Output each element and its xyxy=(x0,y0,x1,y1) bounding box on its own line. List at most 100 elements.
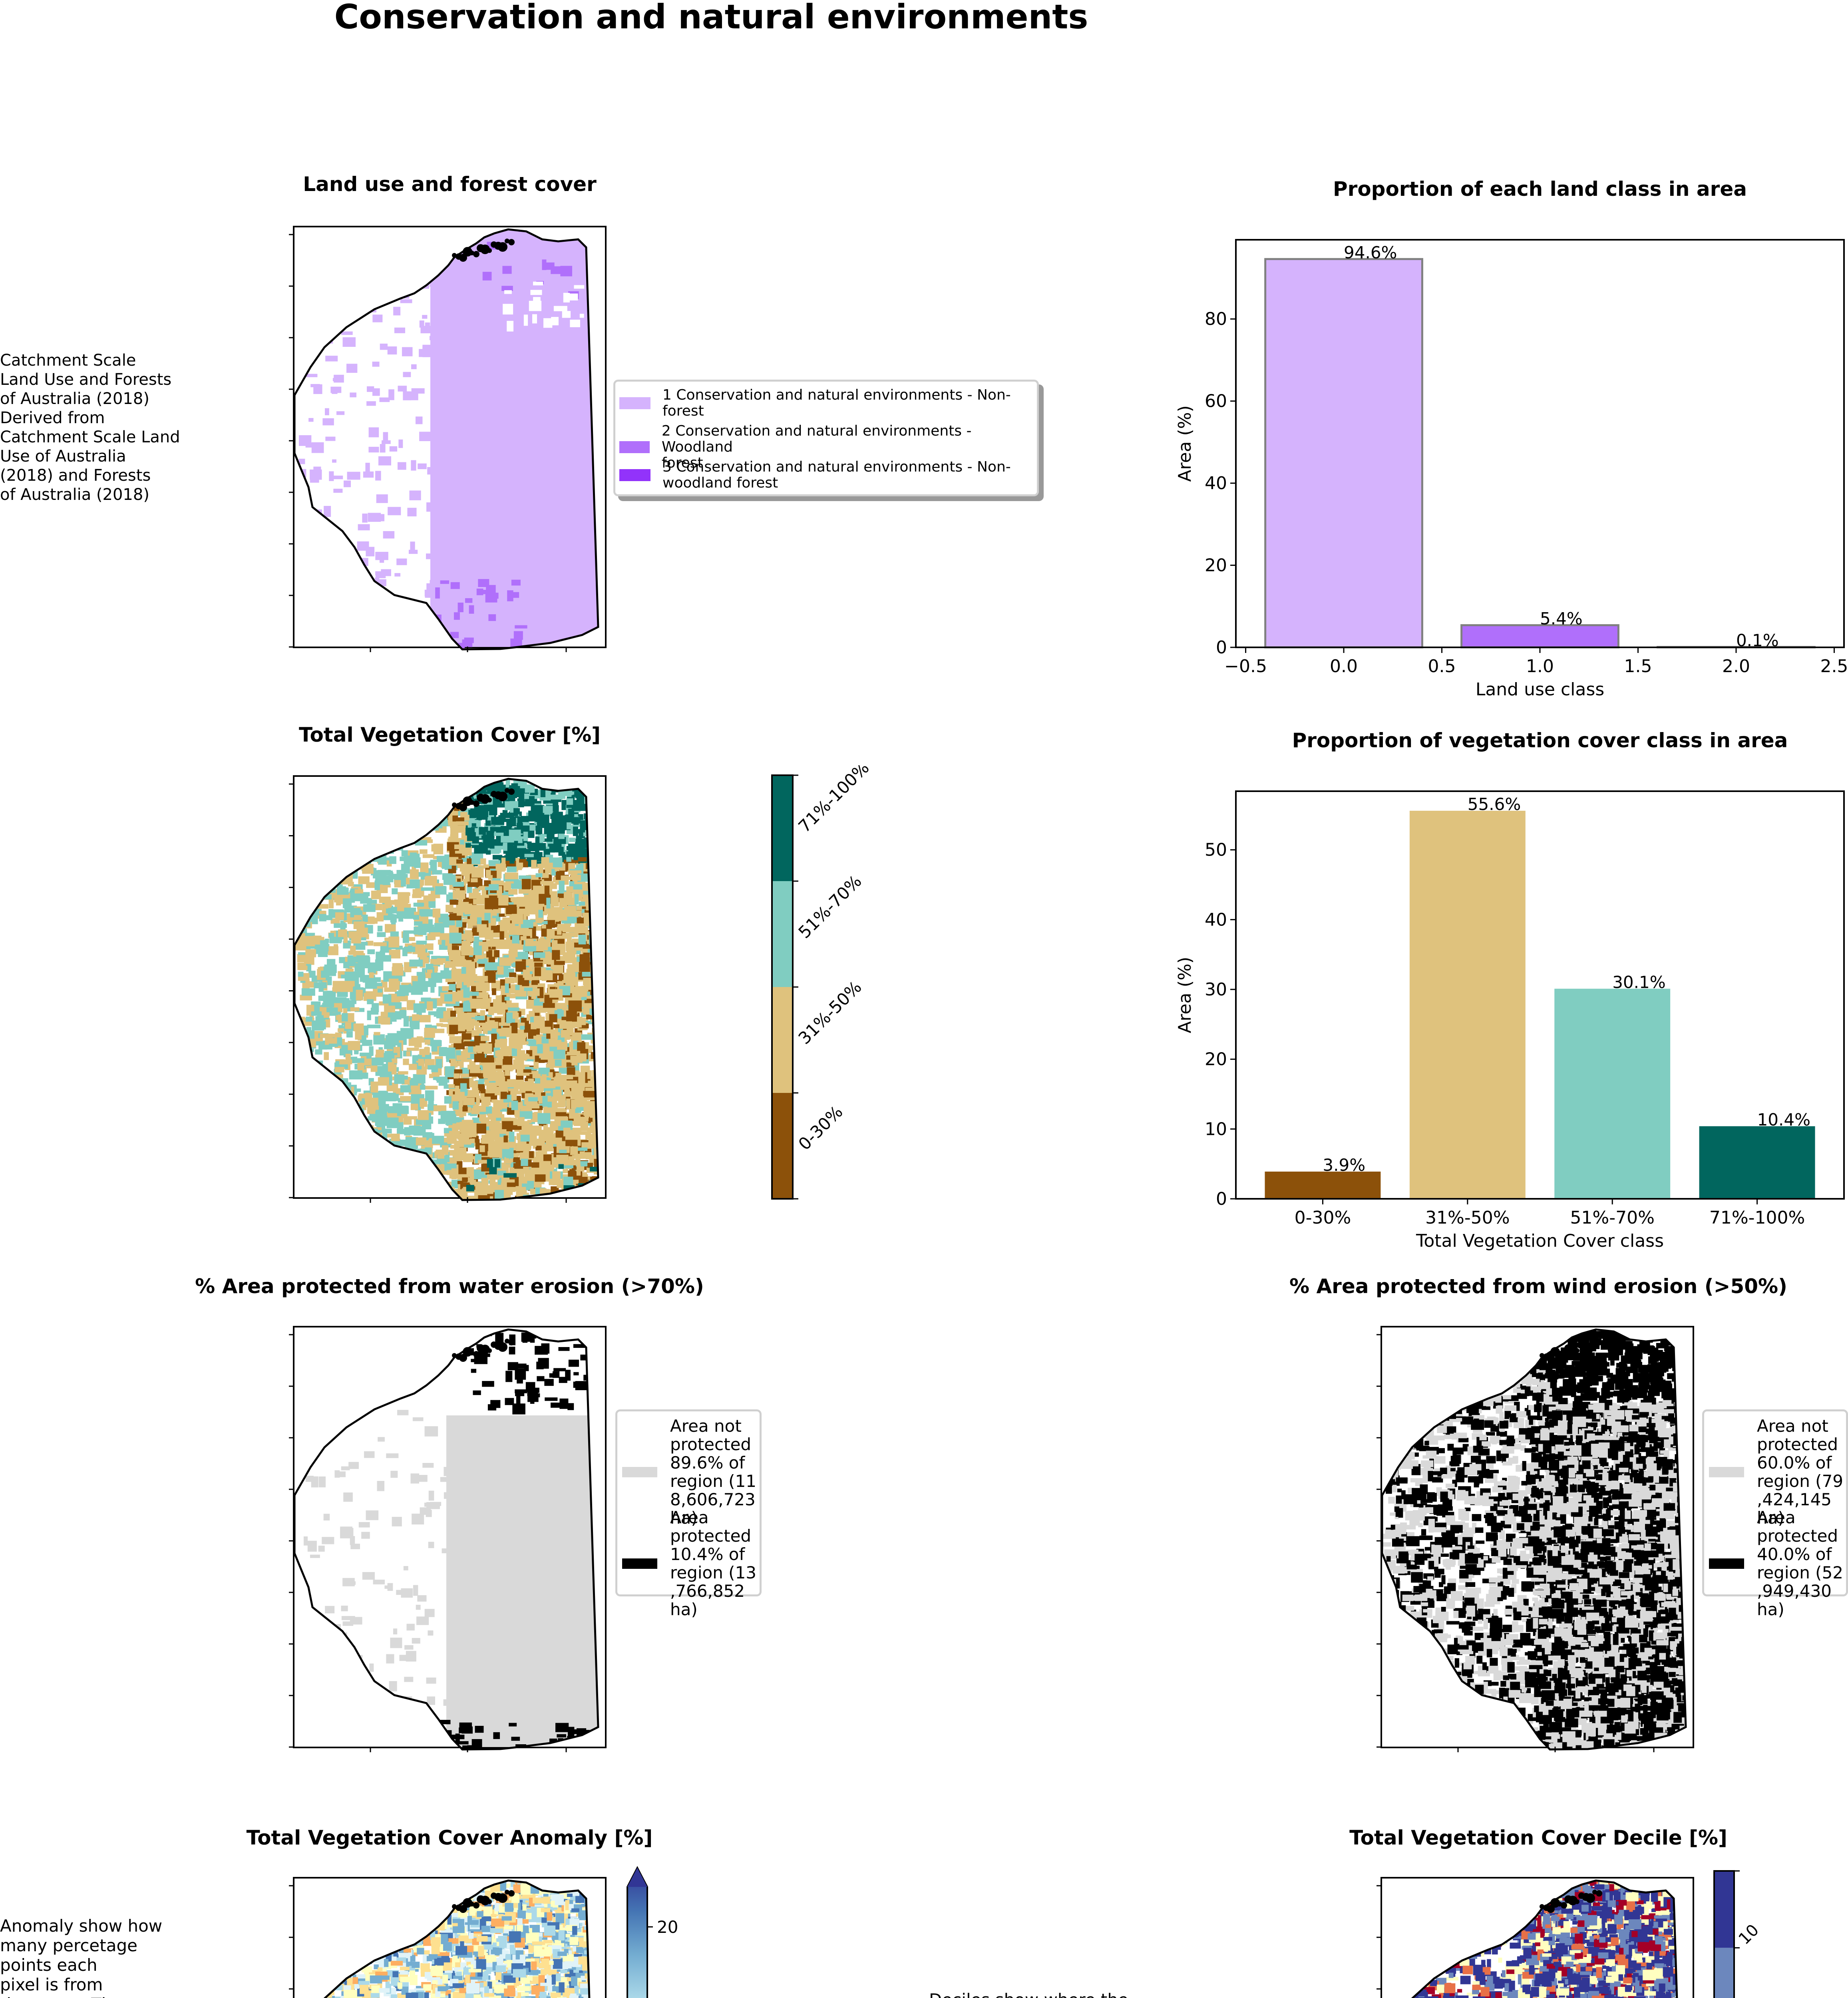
veg-cover-cell xyxy=(523,1069,531,1073)
veg-cover-cell xyxy=(389,1094,399,1101)
land-class-cell xyxy=(427,467,440,475)
not-protected-cell xyxy=(444,1492,450,1499)
not-protected-cell xyxy=(389,1681,397,1692)
land-class-cell xyxy=(344,279,354,288)
veg-cover-cell xyxy=(442,796,451,802)
protected-cell xyxy=(475,1725,484,1733)
not-protected-cell xyxy=(403,1566,408,1570)
veg-cover-cell xyxy=(308,1127,320,1134)
veg-cover-cell xyxy=(444,961,456,968)
veg-cover-cell xyxy=(595,895,598,904)
veg-cover-cell xyxy=(369,1114,380,1120)
veg-cover-cell xyxy=(326,779,332,789)
legend-label: 2 Conservation and natural environments … xyxy=(662,423,1037,471)
y-tick-label: 40 xyxy=(1205,909,1227,930)
legend-item: 3 Conservation and natural environments … xyxy=(619,459,1011,491)
veg-cover-cell xyxy=(384,1192,394,1200)
veg-cover-cell xyxy=(350,795,364,806)
veg-cover-cell xyxy=(382,1176,394,1182)
veg-cover-cell xyxy=(460,791,466,794)
veg-cover-cell xyxy=(448,779,458,788)
veg-cover-cell xyxy=(593,1193,598,1200)
veg-cover-cell xyxy=(446,905,454,912)
veg-cover-cell xyxy=(549,1181,562,1185)
veg-cover-cell xyxy=(449,1036,462,1043)
veg-cover-cell xyxy=(371,790,378,801)
veg-cover-cell xyxy=(520,1081,534,1090)
veg-cover-cell xyxy=(333,843,345,851)
not-protected-cell xyxy=(325,1606,335,1614)
veg-cover-cell xyxy=(576,835,582,840)
veg-cover-cell xyxy=(312,1140,321,1147)
veg-cover-cell xyxy=(595,1186,598,1194)
veg-cover-cell xyxy=(414,857,421,868)
veg-cover-cell xyxy=(487,1159,493,1168)
veg-cover-cell xyxy=(433,793,440,798)
veg-cover-cell xyxy=(470,1180,476,1185)
veg-cover-cell xyxy=(517,1117,525,1126)
veg-cover-cell xyxy=(331,868,341,874)
land-class-cell xyxy=(349,230,361,234)
not-protected-cell xyxy=(366,1510,379,1520)
land-class-cell xyxy=(295,517,304,521)
veg-cover-cell xyxy=(297,913,303,918)
veg-cover-cell xyxy=(509,943,519,950)
veg-cover-cell xyxy=(298,1125,305,1132)
land-class-cell xyxy=(372,361,380,367)
veg-cover-cell xyxy=(308,971,316,978)
woodland-cell xyxy=(511,579,521,586)
veg-cover-cell xyxy=(344,1113,356,1122)
veg-cover-cell xyxy=(536,1035,542,1045)
not-protected-cell xyxy=(412,1638,420,1644)
veg-cover-cell xyxy=(541,857,549,864)
x-tick-label: 51%-70% xyxy=(1570,1208,1654,1228)
veg-cover-cell xyxy=(438,857,442,867)
veg-cover-cell xyxy=(506,904,517,914)
land-class-cell xyxy=(419,320,424,328)
veg-cover-cell xyxy=(476,1123,486,1134)
veg-cover-cell xyxy=(334,1104,342,1112)
protected-cell xyxy=(553,1368,566,1371)
land-use-legend: 1 Conservation and natural environments … xyxy=(613,380,1039,496)
veg-cover-cell xyxy=(595,916,598,922)
veg-cover-cell xyxy=(392,967,404,976)
veg-cover-cell xyxy=(339,886,346,893)
veg-cover-cell xyxy=(449,786,460,796)
veg-cover-cell xyxy=(588,784,598,795)
veg-cover-cell xyxy=(319,816,324,823)
land-class-cell xyxy=(302,483,306,488)
protected-cell xyxy=(544,1379,554,1386)
veg-cover-cell xyxy=(345,1171,356,1175)
land-class-cell xyxy=(389,446,398,452)
veg-cover-cell xyxy=(312,1138,324,1143)
veg-cover-cell xyxy=(330,798,343,808)
veg-cover-cell xyxy=(343,1149,353,1156)
veg-cover-cell xyxy=(475,1021,479,1030)
veg-cover-cell xyxy=(491,1134,500,1140)
veg-cover-cell xyxy=(303,824,308,832)
veg-class-bar-chart: Proportion of vegetation cover class in … xyxy=(1175,729,1845,1251)
veg-cover-cell xyxy=(446,780,457,788)
veg-cover-cell xyxy=(395,839,408,844)
veg-cover-cell xyxy=(567,822,572,830)
not-protected-cell xyxy=(364,1451,375,1458)
veg-cover-cell xyxy=(306,1017,313,1022)
veg-cover-cell xyxy=(402,1174,410,1184)
not-protected-cell xyxy=(350,1617,362,1625)
veg-cover-cell xyxy=(320,1033,333,1038)
veg-cover-cell xyxy=(579,901,585,906)
veg-cover-cell xyxy=(356,1180,367,1187)
veg-cover-cell xyxy=(356,989,363,1001)
veg-cover-cell xyxy=(471,786,480,790)
veg-cover-cell xyxy=(317,1191,323,1197)
veg-cover-cell xyxy=(412,894,422,898)
veg-cover-cell xyxy=(592,870,598,881)
veg-cover-cell xyxy=(480,1089,486,1093)
veg-cover-cell xyxy=(555,872,561,880)
veg-cover-cell xyxy=(297,799,306,810)
veg-cover-cell xyxy=(462,1053,467,1061)
veg-cover-cell xyxy=(476,809,488,818)
veg-cover-cell xyxy=(406,1051,411,1057)
land-class-cell xyxy=(344,480,351,488)
veg-cover-cell xyxy=(354,1008,365,1012)
